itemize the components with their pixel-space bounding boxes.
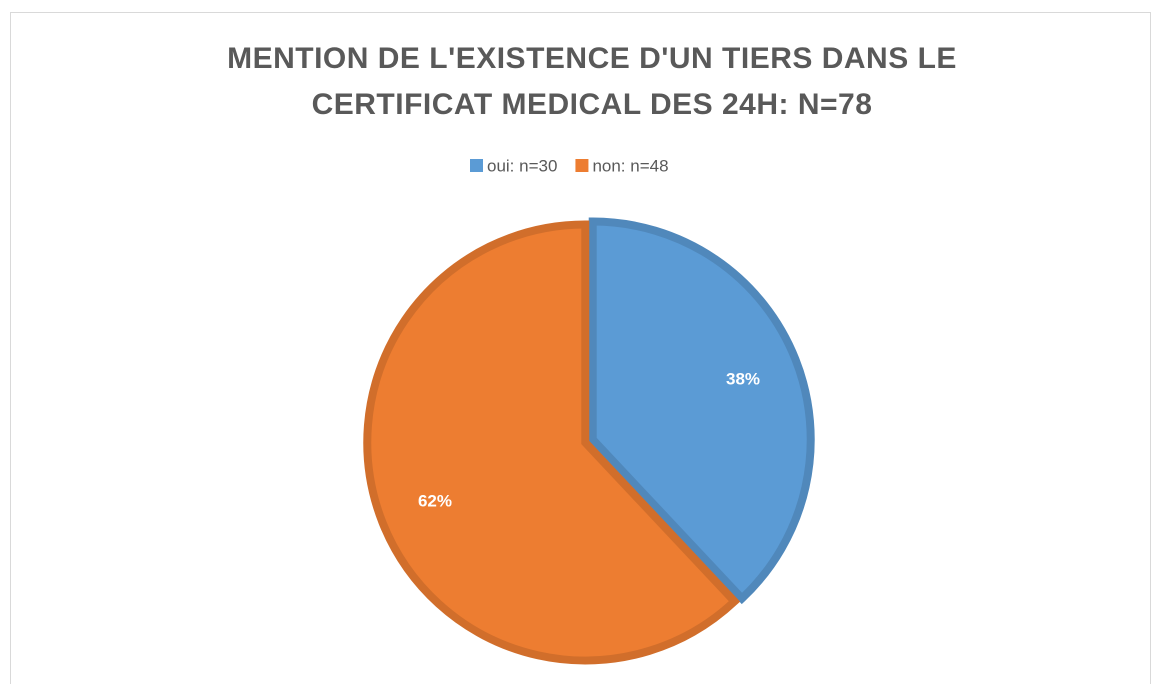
legend-label: non: n=48	[592, 156, 668, 175]
legend-label: oui: n=30	[487, 156, 557, 175]
data-label: 38%	[726, 369, 760, 388]
data-label: 62%	[418, 491, 452, 510]
legend-swatch	[470, 159, 483, 172]
chart-frame	[10, 12, 1151, 684]
pie-slice	[363, 220, 741, 665]
chart-title: MENTION DE L'EXISTENCE D'UN TIERS DANS L…	[227, 42, 957, 121]
pie-slice	[588, 217, 815, 605]
legend-swatch	[575, 159, 589, 172]
